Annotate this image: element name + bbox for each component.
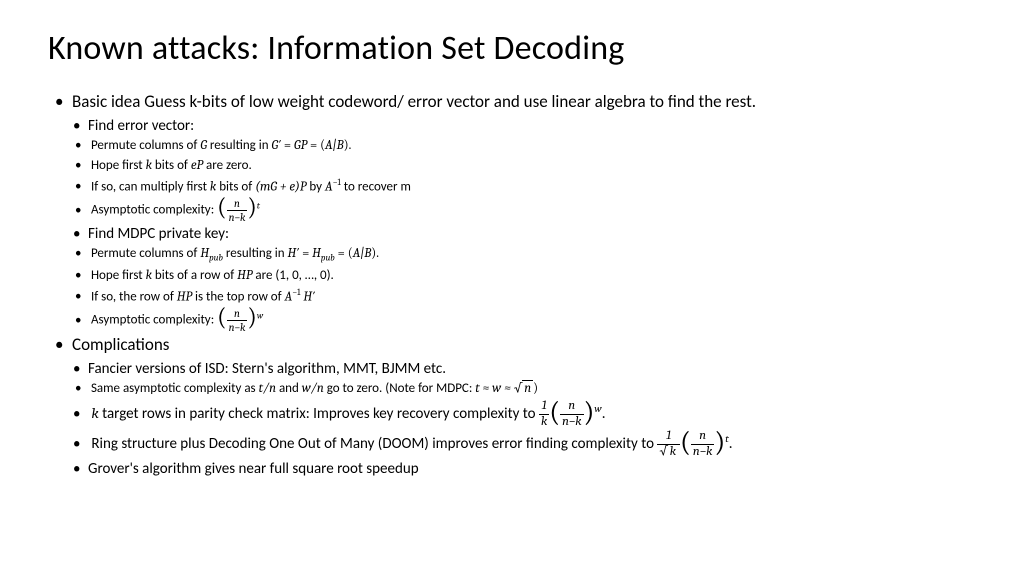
bullet-list-level2: Find error vector:: [48, 116, 976, 136]
l3-hope-hp: Hope first k bits of a row of HP are (1,…: [82, 267, 976, 286]
l3-hope-ep: Hope first k bits of eP are zero.: [82, 157, 976, 176]
bullet-list-level2: Fancier versions of ISD: Stern's algorit…: [48, 359, 976, 379]
l2-ring-doom: Ring structure plus Decoding One Out of …: [82, 430, 976, 459]
bullet-list-level3: Same asymptotic complexity as t/n and w/…: [48, 380, 976, 399]
bullet-list-level1: Complications: [48, 334, 976, 357]
l3-complexity-t: Asymptotic complexity: (nn−k)t: [82, 198, 976, 223]
bullet-list-level2: k target rows in parity check matrix: Im…: [48, 400, 976, 479]
bullet-list-level3: Permute columns of G resulting in G′ = G…: [48, 137, 976, 223]
l3-permute-g: Permute columns of G resulting in G′ = G…: [82, 137, 976, 156]
l2-find-mdpc: Find MDPC private key:: [82, 224, 976, 244]
l1-complications: Complications: [66, 334, 976, 357]
l3-permute-h: Permute columns of Hpub resulting in H′ …: [82, 245, 976, 266]
bullet-list-level2: Find MDPC private key:: [48, 224, 976, 244]
page-title: Known attacks: Information Set Decoding: [48, 28, 976, 69]
bullet-list-level3: Permute columns of Hpub resulting in H′ …: [48, 245, 976, 333]
bullet-list-level1: Basic idea Guess k-bits of low weight co…: [48, 91, 976, 114]
l2-fancier: Fancier versions of ISD: Stern's algorit…: [82, 359, 976, 379]
l3-same-asymp: Same asymptotic complexity as t/n and w/…: [82, 380, 976, 399]
l1-basic-idea: Basic idea Guess k-bits of low weight co…: [66, 91, 976, 114]
l2-ktarget: k target rows in parity check matrix: Im…: [82, 400, 976, 429]
l2-grover: Grover's algorithm gives near full squar…: [82, 459, 976, 479]
l3-complexity-w: Asymptotic complexity: (nn−k)w: [82, 308, 976, 333]
l2-find-error: Find error vector:: [82, 116, 976, 136]
